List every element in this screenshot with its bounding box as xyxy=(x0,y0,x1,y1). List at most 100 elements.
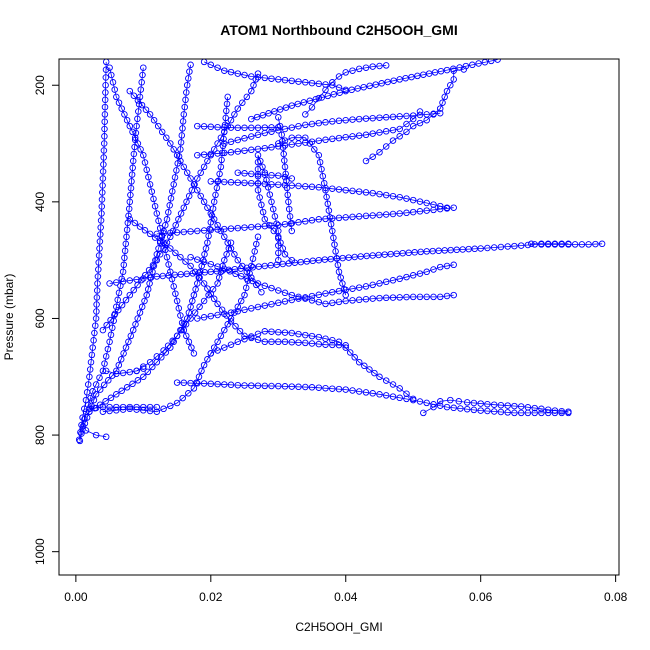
data-point xyxy=(117,356,125,363)
data-point xyxy=(102,66,110,73)
data-point xyxy=(107,331,115,339)
data-point xyxy=(254,70,262,77)
data-point xyxy=(134,281,141,289)
data-point xyxy=(127,332,135,340)
data-point xyxy=(187,303,194,311)
data-point xyxy=(408,73,415,81)
data-point xyxy=(275,172,282,179)
data-point xyxy=(423,268,430,276)
data-point xyxy=(258,288,265,296)
data-point xyxy=(551,407,559,414)
data-point xyxy=(382,191,390,199)
data-point xyxy=(100,140,108,147)
data-point xyxy=(283,177,290,185)
data-point xyxy=(268,124,275,131)
data-point xyxy=(346,349,354,356)
data-point xyxy=(306,140,314,147)
data-point xyxy=(185,309,193,316)
data-point xyxy=(416,111,424,119)
data-point xyxy=(200,123,208,130)
data-point xyxy=(275,249,282,257)
data-point xyxy=(275,338,282,346)
data-point xyxy=(430,201,437,208)
data-point xyxy=(254,158,262,166)
data-point xyxy=(99,182,106,189)
data-point xyxy=(531,409,538,417)
data-point xyxy=(200,361,208,369)
data-point xyxy=(389,393,397,400)
data-point xyxy=(469,61,476,69)
data-point xyxy=(163,239,171,246)
data-series xyxy=(126,216,349,349)
data-point xyxy=(126,87,134,95)
data-point xyxy=(361,362,368,370)
data-point xyxy=(94,273,102,280)
data-point xyxy=(221,256,228,264)
data-point xyxy=(443,403,451,411)
data-point xyxy=(558,407,565,415)
data-point xyxy=(396,275,403,283)
data-point xyxy=(281,298,289,305)
data-point xyxy=(302,294,309,301)
data-point xyxy=(248,115,255,123)
data-point xyxy=(231,251,238,258)
data-point xyxy=(538,405,545,413)
data-point xyxy=(190,350,198,357)
data-point xyxy=(369,189,376,197)
data-point xyxy=(173,229,181,236)
data-point xyxy=(403,195,410,202)
data-series xyxy=(194,261,457,322)
data-point xyxy=(369,295,376,302)
data-point xyxy=(183,169,191,176)
data-point xyxy=(455,398,463,405)
data-point xyxy=(138,79,145,86)
y-axis: 200 400 600 800 1000 xyxy=(33,75,60,565)
data-point xyxy=(221,149,228,157)
data-series xyxy=(248,59,501,123)
data-point xyxy=(234,256,242,264)
data-point xyxy=(409,112,417,119)
data-point xyxy=(462,62,470,70)
data-point xyxy=(342,342,349,349)
data-point xyxy=(200,198,208,206)
data-series xyxy=(99,233,262,415)
data-point xyxy=(215,274,223,281)
data-point xyxy=(248,274,255,281)
data-point xyxy=(441,93,448,101)
data-point xyxy=(477,400,484,407)
data-point xyxy=(264,184,272,191)
data-point xyxy=(155,217,162,225)
data-point xyxy=(78,430,85,437)
data-point xyxy=(239,262,246,270)
data-point xyxy=(308,79,316,87)
data-point xyxy=(204,157,211,165)
data-point xyxy=(308,297,316,304)
data-point xyxy=(207,226,215,234)
data-point xyxy=(96,374,103,381)
data-point xyxy=(129,128,136,136)
data-point xyxy=(84,401,92,409)
data-point xyxy=(268,128,275,135)
data-point xyxy=(376,211,383,219)
data-point xyxy=(322,186,329,194)
data-point xyxy=(475,60,482,67)
data-point xyxy=(315,298,323,306)
data-point xyxy=(140,363,147,370)
data-point xyxy=(198,367,205,375)
data-point xyxy=(234,224,242,232)
data-point xyxy=(146,181,154,188)
data-point xyxy=(295,182,302,190)
data-point xyxy=(89,344,96,351)
data-point xyxy=(93,294,101,301)
data-point xyxy=(194,380,201,387)
data-point xyxy=(551,240,559,248)
x-tick-label: 0.02 xyxy=(199,590,223,604)
data-point xyxy=(177,139,185,146)
data-point xyxy=(241,382,248,389)
data-point xyxy=(303,258,311,265)
series-line xyxy=(109,243,603,284)
data-point xyxy=(286,213,294,220)
data-point xyxy=(362,131,370,139)
data-series xyxy=(528,240,572,248)
